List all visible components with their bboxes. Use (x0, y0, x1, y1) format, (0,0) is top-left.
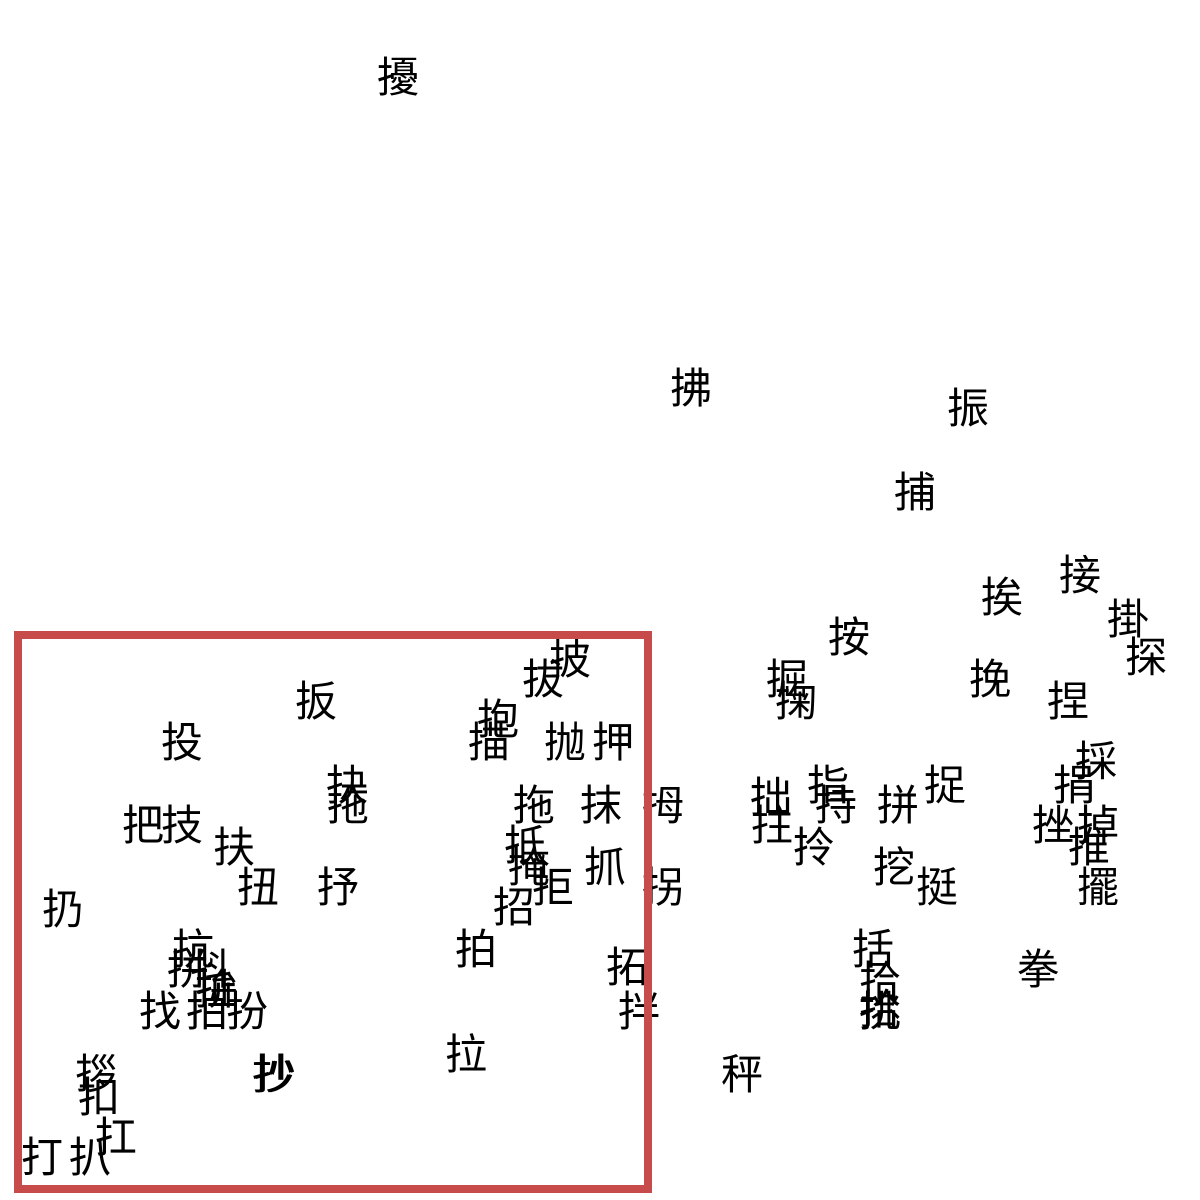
character-label: 接 (1058, 551, 1102, 600)
character-label: 挫 (1031, 801, 1075, 850)
character-label: 拓 (605, 943, 649, 992)
character-label: 挺 (915, 863, 959, 912)
character-label: 拖 (512, 781, 556, 830)
character-label: 抵 (503, 821, 547, 870)
character-label: 拉 (444, 1030, 488, 1079)
character-label: 採 (1074, 737, 1118, 786)
selection-box[interactable] (14, 631, 652, 1193)
character-label: 推 (1067, 823, 1111, 872)
character-label: 拳 (1016, 945, 1060, 994)
character-label: 招 (492, 883, 536, 932)
character-label: 拼 (876, 781, 920, 830)
character-label: 捏 (1046, 677, 1090, 726)
character-label: 拌 (617, 987, 661, 1036)
character-label: 挖 (872, 843, 916, 892)
character-label: 打 (20, 1133, 64, 1182)
character-label: 按 (827, 613, 871, 662)
character-label: 捉 (923, 761, 967, 810)
character-label: 拶 (74, 1050, 118, 1099)
character-label: 拄 (750, 801, 794, 850)
character-label: 拒 (531, 863, 575, 912)
character-label: 投 (160, 718, 204, 767)
character-label: 挨 (980, 573, 1024, 622)
character-label: 持 (814, 781, 858, 830)
character-label: 扭 (236, 863, 280, 912)
character-label: 拖 (326, 781, 370, 830)
character-label: 拾 (858, 985, 902, 1034)
character-label: 抱 (476, 695, 520, 744)
character-label: 抄 (253, 1050, 297, 1099)
character-label: 抹 (579, 781, 623, 830)
character-label: 掘 (765, 655, 809, 704)
character-label: 拂 (669, 364, 713, 413)
character-label: 抗 (171, 925, 215, 974)
character-label: 抖 (189, 945, 233, 994)
character-label: 把 (121, 801, 165, 850)
character-label: 捐 (1052, 761, 1096, 810)
character-label: 技 (160, 801, 204, 850)
character-label: 扯 (194, 965, 238, 1014)
character-label: 披 (548, 635, 592, 684)
character-label: 拙 (749, 773, 793, 822)
character-label: 掬 (774, 677, 818, 726)
character-label: 掩 (507, 843, 551, 892)
character-label: 括 (851, 925, 895, 974)
character-label: 指 (806, 761, 850, 810)
character-label: 抒 (316, 863, 360, 912)
character-label: 拍 (454, 925, 498, 974)
character-label: 拚 (195, 965, 239, 1014)
character-label: 拼 (166, 945, 210, 994)
character-label: 探 (1124, 633, 1168, 682)
character-label: 拍 (185, 987, 229, 1036)
character-label: 掛 (1106, 595, 1150, 644)
character-label: 秤 (720, 1050, 764, 1099)
character-label: 掉 (1076, 801, 1120, 850)
character-label: 扮 (225, 987, 269, 1036)
character-label: 描 (467, 718, 511, 767)
character-label: 挽 (968, 655, 1012, 704)
character-label: 拎 (792, 823, 836, 872)
character-label: 捕 (893, 468, 937, 517)
character-label: 挑 (858, 987, 902, 1036)
character-label: 拔 (521, 655, 565, 704)
character-label: 扒 (68, 1133, 112, 1182)
character-label: 扛 (94, 1113, 138, 1162)
character-label: 擾 (376, 53, 420, 102)
character-label: 扣 (77, 1073, 121, 1122)
character-label: 拾 (858, 957, 902, 1006)
character-label: 扔 (41, 885, 85, 934)
character-label: 押 (591, 718, 635, 767)
character-label: 抓 (583, 843, 627, 892)
character-label: 抛 (543, 718, 587, 767)
character-label: 擺 (1076, 863, 1120, 912)
character-label: 振 (946, 384, 990, 433)
character-label: 扳 (294, 677, 338, 726)
character-label: 抄 (251, 1050, 295, 1099)
character-label: 找 (138, 987, 182, 1036)
character-label: 扶 (212, 823, 256, 872)
character-label: 抉 (325, 761, 369, 810)
